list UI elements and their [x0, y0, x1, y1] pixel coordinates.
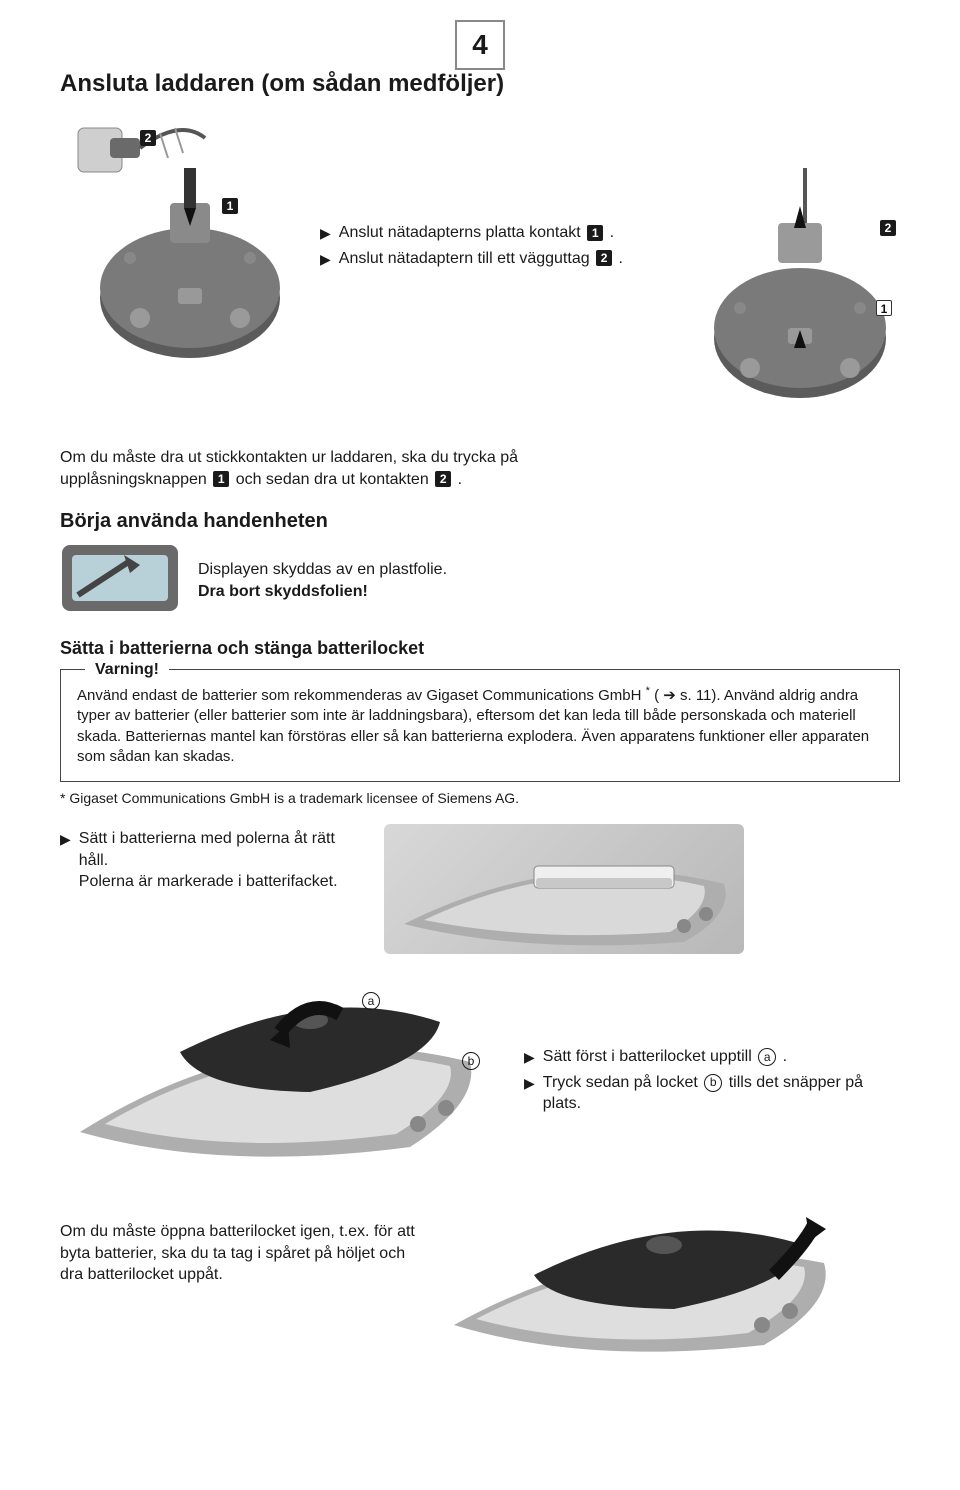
label-badge-1: 1: [222, 198, 238, 214]
connect-step-2: ▶ Anslut nätadaptern till ett vägguttag …: [320, 248, 680, 270]
page-number-box: 4: [455, 20, 505, 70]
inline-badge-b: b: [704, 1074, 722, 1092]
connect-step-1: ▶ Anslut nätadapterns platta kontakt 1 .: [320, 222, 680, 244]
badge-2-inline: 2: [596, 250, 612, 266]
figure-charger-right: 2 1: [700, 168, 900, 433]
badge-1-inline: 1: [587, 225, 603, 241]
display-film-line1: Displayen skyddas av en plastfolie.: [198, 559, 447, 581]
figure-batteries-polarity: [384, 824, 744, 954]
connect-step-2-text: Anslut nätadaptern till ett vägguttag: [339, 250, 594, 267]
connect-step-1-text: Anslut nätadapterns platta kontakt: [339, 224, 585, 241]
insert-batteries-step: ▶ Sätt i batterierna med polerna åt rätt…: [60, 828, 360, 893]
heading-connect-charger: Ansluta laddaren (om sådan medföljer): [60, 70, 900, 98]
cover-step-a: ▶ Sätt först i batterilocket upptill a .: [524, 1046, 900, 1068]
page-ref-arrow-icon: ➔: [663, 687, 676, 704]
bullet-arrow-icon: ▶: [320, 250, 331, 270]
remove-badge-2: 2: [435, 471, 451, 487]
insert-batteries-line2: Polerna är markerade i batterifacket.: [79, 873, 338, 890]
bullet-arrow-icon: ▶: [320, 224, 331, 244]
warning-title: Varning!: [85, 659, 169, 681]
figure-display-film: [60, 543, 180, 618]
figure-open-cover: [444, 1205, 844, 1370]
warning-box: Varning! Använd endast de batterier som …: [60, 669, 900, 782]
figure-battery-cover: a b: [60, 972, 500, 1177]
footnote-trademark: * Gigaset Communications GmbH is a trade…: [60, 790, 900, 806]
page-number: 4: [472, 29, 488, 61]
charger-left-svg: [60, 108, 300, 368]
bullet-arrow-icon: ▶: [524, 1048, 535, 1068]
connect-steps-list: ▶ Anslut nätadapterns platta kontakt 1 .…: [320, 222, 680, 269]
insert-batteries-line1: Sätt i batterierna med polerna åt rätt h…: [79, 830, 335, 869]
inline-badge-a: a: [758, 1048, 776, 1066]
remove-contact-note: Om du måste dra ut stickkontakten ur lad…: [60, 447, 590, 490]
warning-body: Använd endast de batterier som rekommend…: [77, 687, 869, 765]
right-badge-1: 1: [876, 300, 892, 316]
remove-badge-1: 1: [213, 471, 229, 487]
bullet-arrow-icon: ▶: [524, 1074, 535, 1115]
heading-insert-batteries: Sätta i batterierna och stänga batterilo…: [60, 638, 900, 659]
cover-step-b: ▶ Tryck sedan på locket b tills det snäp…: [524, 1072, 900, 1115]
figure-charger-left: 2 1: [60, 108, 300, 373]
charger-right-svg: [700, 168, 900, 428]
heading-start-using: Börja använda handenheten: [60, 510, 900, 533]
display-film-line2: Dra bort skyddsfolien!: [198, 581, 447, 603]
bullet-arrow-icon: ▶: [60, 830, 71, 893]
open-cover-again-note: Om du måste öppna batterilocket igen, t.…: [60, 1221, 420, 1286]
right-badge-2: 2: [880, 220, 896, 236]
label-badge-2: 2: [140, 130, 156, 146]
